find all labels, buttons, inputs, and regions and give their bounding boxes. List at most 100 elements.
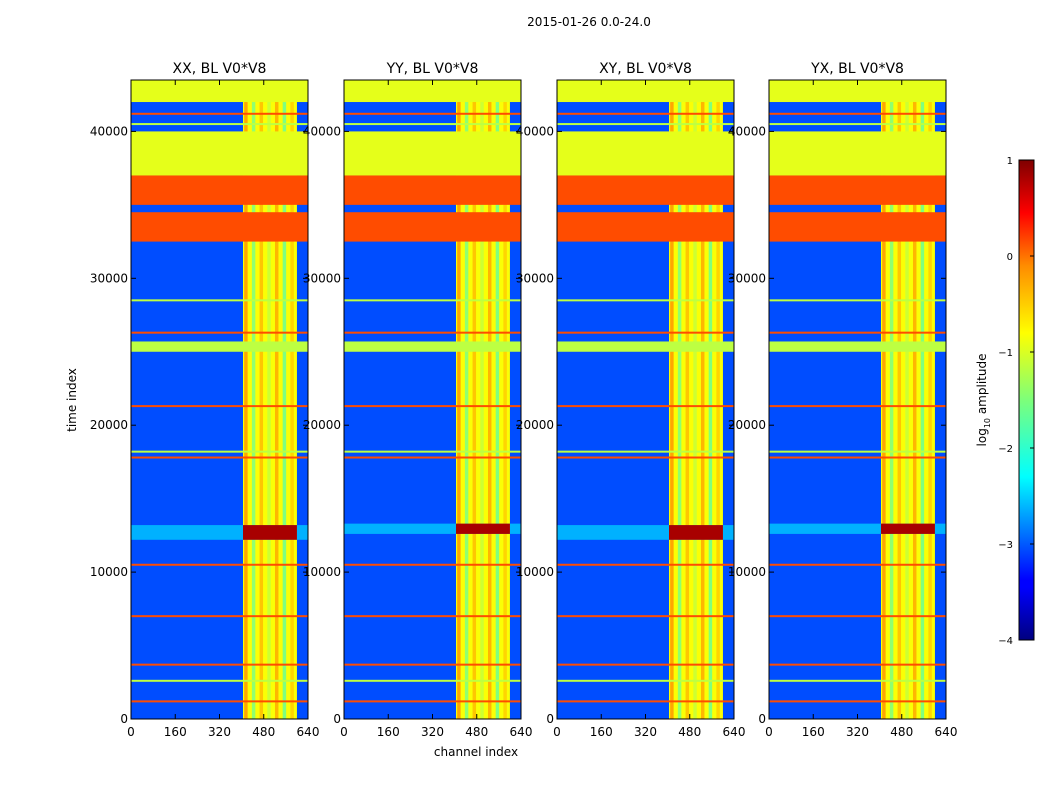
rfi-stripe xyxy=(290,80,294,719)
rfi-stripe xyxy=(670,80,674,719)
flag-line xyxy=(131,700,308,703)
rfi-stripe xyxy=(274,80,279,719)
flag-line xyxy=(557,405,734,408)
rfi-stripe xyxy=(267,80,271,719)
flag-band xyxy=(131,175,308,205)
x-tick-label: 320 xyxy=(208,725,231,739)
colorbar: 10−1−2−3−4 log10 amplitude xyxy=(975,156,1035,647)
colorbar-label-rest: amplitude xyxy=(975,354,989,418)
flag-line xyxy=(769,450,946,453)
flag-band xyxy=(344,341,521,352)
flag-line xyxy=(769,663,946,666)
y-tick-label: 40000 xyxy=(303,124,341,138)
flag-line xyxy=(344,405,521,408)
flag-line xyxy=(131,663,308,666)
flag-line xyxy=(131,679,308,682)
x-tick-label: 160 xyxy=(590,725,613,739)
y-tick-label: 10000 xyxy=(303,565,341,579)
colorbar-tick-label: 1 xyxy=(1007,156,1013,167)
colorbar-gradient xyxy=(1018,159,1035,641)
y-tick-label: 40000 xyxy=(516,124,554,138)
flag-line xyxy=(557,700,734,703)
y-tick-label: 40000 xyxy=(90,124,128,138)
rfi-stripe xyxy=(920,80,925,719)
flag-line xyxy=(769,299,946,302)
panel-title: YX, BL V0*V8 xyxy=(810,61,904,77)
y-tick-label: 40000 xyxy=(728,124,766,138)
x-tick-label: 160 xyxy=(377,725,400,739)
panels: XX, BL V0*V8 0 160 320 480 640 0 10000 20000 3000… xyxy=(90,61,958,739)
x-tick-label: 640 xyxy=(510,725,533,739)
y-tick-label: 0 xyxy=(333,712,341,726)
rfi-stripe xyxy=(708,80,713,719)
x-tick-label: 320 xyxy=(421,725,444,739)
flag-band xyxy=(769,212,946,242)
flag-line xyxy=(769,700,946,703)
flag-band xyxy=(344,175,521,205)
x-tick-label: 640 xyxy=(723,725,746,739)
flag-line xyxy=(344,331,521,334)
flag-line xyxy=(557,299,734,302)
flag-line xyxy=(344,615,521,618)
flag-band xyxy=(769,341,946,352)
flag-band xyxy=(557,341,734,352)
rfi-stripe xyxy=(244,80,248,719)
flag-band xyxy=(557,131,734,176)
flag-band xyxy=(769,131,946,176)
y-tick-label: 10000 xyxy=(516,565,554,579)
flag-line xyxy=(131,450,308,453)
y-tick-label: 30000 xyxy=(728,271,766,285)
flag-line xyxy=(557,456,734,459)
x-tick-label: 480 xyxy=(678,725,701,739)
y-tick-label: 30000 xyxy=(303,271,341,285)
flag-line xyxy=(131,123,308,126)
rfi-stripe xyxy=(472,80,477,719)
x-tick-label: 160 xyxy=(164,725,187,739)
panel-3: XY, BL V0*V8 0 160 320 480 640 0 10000 20000 3000… xyxy=(516,61,746,739)
rfi-stripe xyxy=(716,80,720,719)
x-tick-label: 480 xyxy=(890,725,913,739)
flag-line xyxy=(769,123,946,126)
y-tick-label: 20000 xyxy=(90,418,128,432)
y-axis-label: time index xyxy=(65,368,79,432)
x-tick-label: 320 xyxy=(846,725,869,739)
flag-line xyxy=(344,123,521,126)
colorbar-tick-label: 0 xyxy=(1007,252,1013,263)
rfi-stripe xyxy=(495,80,500,719)
rfi-stripe xyxy=(693,80,697,719)
x-tick-label: 0 xyxy=(553,725,561,739)
colorbar-tick-label: −2 xyxy=(998,444,1013,455)
rfi-stripe xyxy=(457,80,461,719)
flag-line xyxy=(131,112,308,115)
flag-line xyxy=(344,456,521,459)
flag-line xyxy=(557,563,734,566)
burst-band xyxy=(344,523,521,534)
panel-title: XX, BL V0*V8 xyxy=(173,61,267,77)
flag-line xyxy=(344,563,521,566)
panel-1: XX, BL V0*V8 0 160 320 480 640 0 10000 20000 3000… xyxy=(90,61,320,739)
x-tick-label: 480 xyxy=(465,725,488,739)
y-tick-label: 0 xyxy=(758,712,766,726)
burst-core xyxy=(456,523,510,534)
flag-band xyxy=(769,80,946,103)
rfi-stripe xyxy=(889,80,894,719)
flag-band xyxy=(131,212,308,242)
flag-band xyxy=(131,341,308,352)
burst-core xyxy=(243,525,297,540)
x-tick-label: 640 xyxy=(935,725,958,739)
flag-line xyxy=(344,663,521,666)
rfi-stripe xyxy=(677,80,682,719)
flag-line xyxy=(131,405,308,408)
colorbar-tick-label: −3 xyxy=(998,540,1013,551)
flag-band xyxy=(557,175,734,205)
flag-line xyxy=(557,331,734,334)
x-tick-label: 0 xyxy=(765,725,773,739)
flag-line xyxy=(557,123,734,126)
flag-line xyxy=(344,450,521,453)
flag-band xyxy=(344,212,521,242)
rfi-stripe xyxy=(928,80,932,719)
flag-line xyxy=(344,679,521,682)
y-tick-label: 30000 xyxy=(90,271,128,285)
panel-title: XY, BL V0*V8 xyxy=(599,61,692,77)
